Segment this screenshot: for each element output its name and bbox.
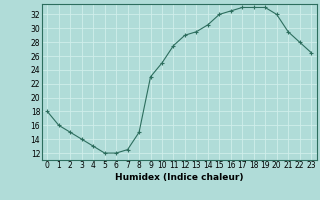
X-axis label: Humidex (Indice chaleur): Humidex (Indice chaleur) — [115, 173, 244, 182]
